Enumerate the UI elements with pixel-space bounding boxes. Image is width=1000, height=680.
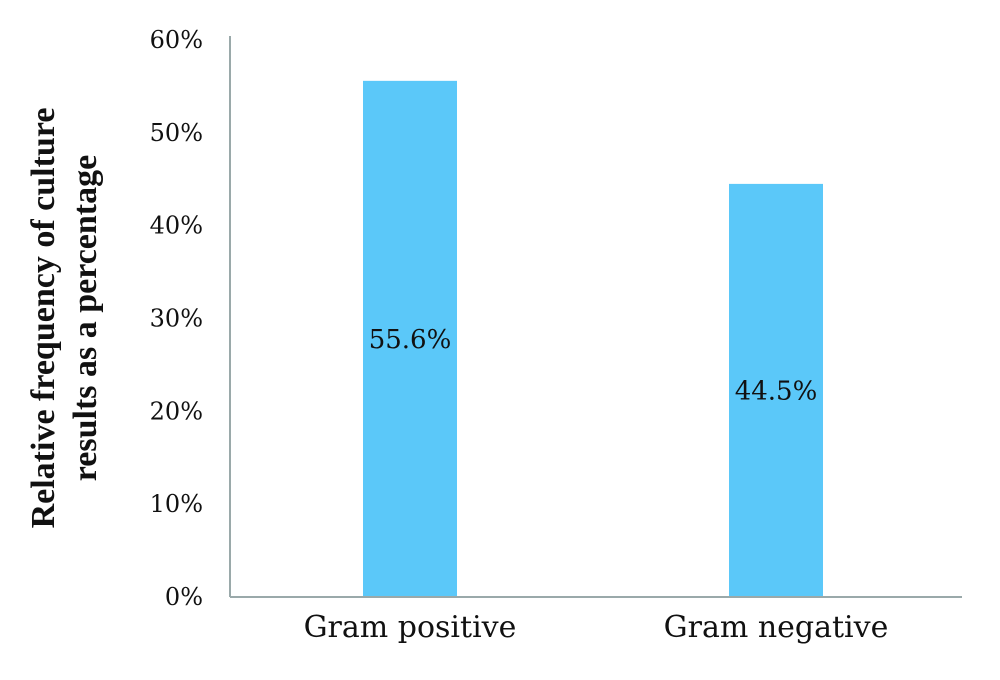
x-category-label: Gram positive bbox=[304, 610, 517, 645]
data-labels: 55.6% 44.5% bbox=[369, 325, 818, 407]
bar-value-label: 55.6% bbox=[369, 325, 452, 355]
y-axis-title: Relative frequency of culture results as… bbox=[25, 108, 104, 529]
x-axis-labels: Gram positive Gram negative bbox=[304, 610, 889, 645]
y-axis-title-line-1: Relative frequency of culture bbox=[25, 108, 62, 529]
y-tick-label: 0% bbox=[165, 583, 203, 611]
y-axis-title-line-2: results as a percentage bbox=[67, 155, 104, 481]
y-tick-label: 60% bbox=[150, 26, 203, 54]
y-tick-label: 20% bbox=[150, 397, 203, 425]
y-axis-ticks: 0% 10% 20% 30% 40% 50% 60% bbox=[150, 26, 203, 611]
bars bbox=[363, 80, 823, 597]
bar-value-label: 44.5% bbox=[735, 376, 818, 406]
bar bbox=[363, 80, 457, 597]
y-tick-label: 30% bbox=[150, 305, 203, 333]
y-tick-label: 40% bbox=[150, 212, 203, 240]
y-tick-label: 10% bbox=[150, 490, 203, 518]
bar bbox=[729, 183, 823, 597]
x-category-label: Gram negative bbox=[664, 610, 889, 645]
y-tick-label: 50% bbox=[150, 119, 203, 147]
